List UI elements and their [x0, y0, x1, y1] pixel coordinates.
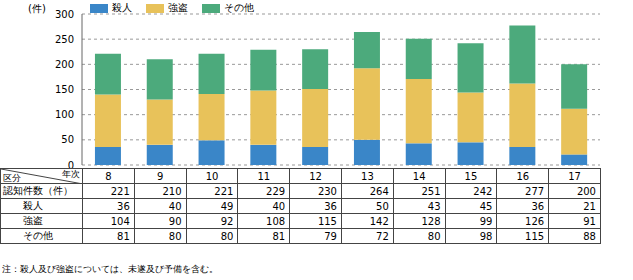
html-text:認知件数（件）: 認知件数（件）	[3, 185, 73, 196]
html-text:49: 49	[220, 200, 234, 212]
html-text:強盗: 強盗	[23, 215, 43, 226]
html-text:81: 81	[272, 230, 286, 242]
html-text:221: 221	[214, 185, 234, 197]
html-text:115: 115	[525, 230, 545, 242]
html-text:9: 9	[157, 170, 164, 182]
html-text:13: 13	[361, 170, 374, 182]
html-text:50: 50	[376, 200, 389, 212]
html-text:90: 90	[168, 215, 182, 227]
html-text:11: 11	[257, 170, 271, 182]
html-text:242: 242	[473, 185, 493, 197]
html-text:その他: その他	[23, 230, 53, 241]
html-text:72: 72	[376, 230, 389, 242]
html-text:殺人: 殺人	[23, 200, 43, 211]
html-text:17: 17	[568, 170, 581, 182]
html-text:(件): (件)	[28, 3, 46, 14]
html-text:43: 43	[427, 200, 441, 212]
svg-text:100: 100	[55, 109, 74, 120]
html-text:79: 79	[324, 230, 337, 242]
html-text:142: 142	[369, 215, 389, 227]
html-text:10: 10	[205, 170, 219, 182]
html-text:12: 12	[309, 170, 322, 182]
html-text:221: 221	[110, 185, 130, 197]
html-text:14: 14	[412, 170, 426, 182]
html-text:注：殺人及び強盗については、未遂及び予備を含む。: 注：殺人及び強盗については、未遂及び予備を含む。	[2, 264, 218, 274]
html-text:108: 108	[266, 215, 286, 227]
html-text:21: 21	[583, 200, 596, 212]
html-text:81: 81	[117, 230, 130, 242]
html-text:8: 8	[105, 170, 112, 182]
html-text:104: 104	[110, 215, 130, 227]
svg-text:50: 50	[61, 134, 74, 145]
html-text:210: 210	[162, 185, 182, 197]
html-text:80: 80	[427, 230, 441, 242]
html-text:15: 15	[464, 170, 478, 182]
html-text:16: 16	[516, 170, 530, 182]
html-text:40: 40	[168, 200, 182, 212]
html-text:115: 115	[317, 215, 337, 227]
html-text:251: 251	[421, 185, 441, 197]
svg-text:0: 0	[68, 160, 74, 168]
html-text:99: 99	[479, 215, 493, 227]
svg-text:250: 250	[55, 34, 74, 45]
html-text:200: 200	[576, 185, 596, 197]
html-text:88: 88	[583, 230, 596, 242]
svg-text:300: 300	[55, 9, 74, 20]
html-text:277: 277	[525, 185, 545, 197]
html-text:その他: その他	[224, 2, 254, 13]
html-text:229: 229	[266, 185, 286, 197]
html-text:36: 36	[117, 200, 130, 212]
html-text:殺人: 殺人	[112, 2, 132, 13]
html-text:91: 91	[583, 215, 596, 227]
svg-text:200: 200	[55, 59, 74, 70]
html-text:128: 128	[421, 215, 441, 227]
svg-text:150: 150	[55, 84, 74, 95]
html-text:80: 80	[220, 230, 234, 242]
html-text:年次: 年次	[62, 169, 80, 179]
html-text:230: 230	[317, 185, 337, 197]
html-text:強盗: 強盗	[168, 2, 188, 13]
html-text:98: 98	[479, 230, 493, 242]
html-text:36: 36	[531, 200, 545, 212]
html-text:80: 80	[168, 230, 182, 242]
html-text:区分: 区分	[3, 173, 21, 183]
html-text:126: 126	[525, 215, 545, 227]
html-text:40: 40	[272, 200, 286, 212]
html-text:45: 45	[479, 200, 493, 212]
html-text:92: 92	[220, 215, 234, 227]
html-text:264: 264	[369, 185, 389, 197]
html-text:36: 36	[324, 200, 337, 212]
